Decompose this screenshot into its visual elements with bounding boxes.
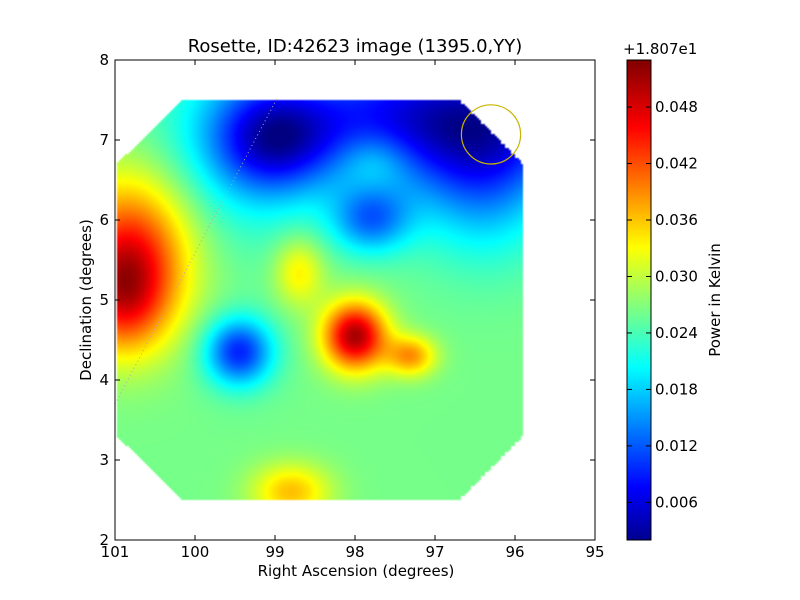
colorbar-ticks: 0.006 0.012 0.018 0.024 0.030 0.036 0.042 0.048 [627,98,698,511]
beam-circle [460,104,522,165]
colorbar-tick-label: 0.012 [655,437,698,455]
x-tick-label: 97 [425,543,444,561]
colorbar-frame [626,59,652,541]
colorbar-tick-label: 0.018 [655,380,698,398]
y-tick-label: 3 [99,451,109,469]
colorbar-tick-label: 0.006 [655,493,698,511]
x-axis: 101 100 99 98 97 96 95 [101,60,605,561]
colorbar-tick-label: 0.036 [655,211,698,229]
heatmap-image [115,60,595,540]
chart-title: Rosette, ID:42623 image (1395.0,YY) [188,36,523,57]
dotted-guide-line [115,97,278,405]
colorbar: 0.006 0.012 0.018 0.024 0.030 0.036 0.042 0.048… [623,40,724,541]
y-axis: 2 3 4 5 6 7 8 [99,51,595,549]
colorbar-tick-label: 0.048 [655,98,698,116]
y-tick-label: 6 [99,211,109,229]
x-tick-label: 100 [181,543,210,561]
colorbar-tick-label: 0.024 [655,324,698,342]
y-axis-label: Declination (degrees) [77,219,95,381]
y-tick-label: 7 [99,131,109,149]
x-tick-label: 101 [101,543,130,561]
x-tick-label: 99 [265,543,284,561]
x-tick-label: 98 [345,543,364,561]
y-tick-label: 8 [99,51,109,69]
x-tick-label: 95 [585,543,604,561]
colorbar-gradient [627,60,651,540]
colorbar-tick-label: 0.042 [655,155,698,173]
y-tick-label: 4 [99,371,109,389]
y-tick-label: 5 [99,291,109,309]
colorbar-offset: +1.807e1 [623,40,697,58]
plot-area [114,59,596,541]
colorbar-label: Power in Kelvin [706,243,724,357]
y-tick-label: 2 [99,531,109,549]
x-axis-label: Right Ascension (degrees) [258,562,455,580]
x-tick-label: 96 [505,543,524,561]
colorbar-tick-label: 0.030 [655,267,698,285]
